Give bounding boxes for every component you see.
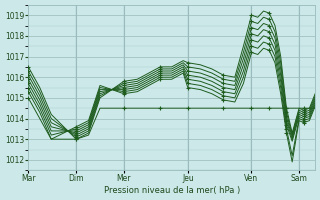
X-axis label: Pression niveau de la mer( hPa ): Pression niveau de la mer( hPa ): [104, 186, 240, 195]
